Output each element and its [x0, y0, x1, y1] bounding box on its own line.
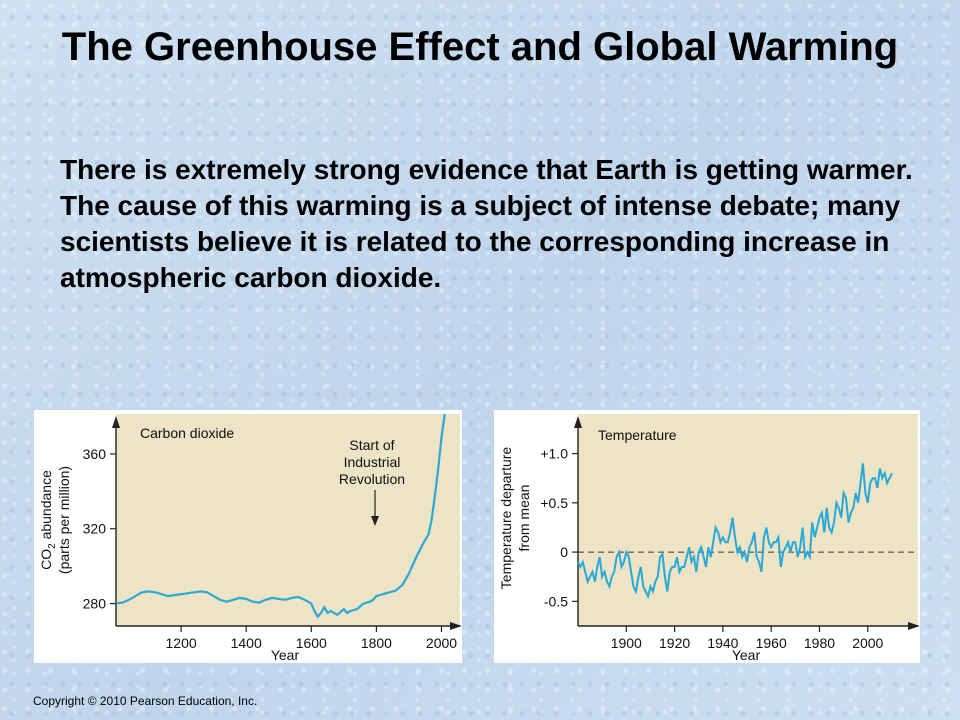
co2-chart-title: Carbon dioxide — [140, 425, 234, 441]
co2-chart-panel: 1200 1400 1600 1800 2000 280 320 360 Carbon dio… — [34, 410, 462, 663]
co2-x-axis-arrow — [450, 622, 462, 630]
co2-y-tick-label-1: 320 — [83, 521, 107, 537]
co2-x-tick-label-1600: 1600 — [296, 635, 327, 651]
co2-annotation-line-2: Industrial — [344, 454, 401, 470]
temperature-y-axis-arrow — [574, 416, 582, 428]
co2-chart: 1200 1400 1600 1800 2000 280 320 360 Carbon dio… — [38, 413, 462, 663]
temperature-x-tick-label-1940: 1940 — [707, 635, 738, 651]
copyright-notice: Copyright © 2010 Pearson Education, Inc. — [33, 694, 258, 708]
temperature-y-tick-label-3: +1.0 — [540, 446, 568, 462]
temperature-chart: 1900 1920 1940 1960 1980 2000 -0.5 0 +0.5 +1.0 Te… — [498, 414, 920, 663]
temperature-y-tick-label-1: 0 — [560, 544, 568, 560]
co2-x-axis-label: Year — [271, 647, 300, 663]
co2-x-tick-label-1800: 1800 — [361, 635, 392, 651]
temperature-x-tick-label-1980: 1980 — [804, 635, 835, 651]
co2-y-axis-label-2: (parts per million) — [56, 466, 72, 574]
temperature-y-tick-label-0: -0.5 — [544, 593, 568, 609]
temperature-x-axis-arrow — [908, 622, 920, 630]
temperature-chart-panel: 1900 1920 1940 1960 1980 2000 -0.5 0 +0.5 +1.0 Te… — [494, 410, 920, 663]
co2-y-tick-label-2: 360 — [83, 446, 107, 462]
co2-series-line — [115, 413, 446, 619]
co2-annotation-arrow-head — [371, 516, 379, 526]
temperature-y-tick-label-2: +0.5 — [540, 495, 568, 511]
temperature-x-tick-label-2000: 2000 — [852, 635, 883, 651]
co2-annotation-line-1: Start of — [349, 437, 394, 453]
temperature-x-tick-label-1900: 1900 — [611, 635, 642, 651]
temperature-x-tick-label-1960: 1960 — [756, 635, 787, 651]
co2-y-tick-label-0: 280 — [83, 596, 107, 612]
co2-annotation-line-3: Revolution — [339, 471, 405, 487]
slide-title: The Greenhouse Effect and Global Warming — [61, 25, 899, 69]
co2-y-axis-arrow — [112, 416, 120, 428]
co2-x-tick-label-1200: 1200 — [166, 635, 197, 651]
temperature-x-tick-label-1920: 1920 — [659, 635, 690, 651]
co2-x-tick-label-2000: 2000 — [426, 635, 457, 651]
temperature-y-axis-label-2: from mean — [516, 485, 532, 552]
co2-x-tick-label-1400: 1400 — [231, 635, 262, 651]
temperature-chart-title: Temperature — [598, 427, 677, 443]
co2-y-axis-label-1: CO2 abundance — [38, 470, 58, 570]
co2-plot-area — [116, 414, 460, 626]
temperature-series-line — [577, 463, 893, 600]
slide-body-text: There is extremely strong evidence that … — [60, 154, 913, 293]
temperature-y-axis-label-1: Temperature departure — [498, 447, 514, 590]
temperature-plot-area — [578, 414, 918, 626]
temperature-x-axis-label: Year — [732, 647, 761, 663]
